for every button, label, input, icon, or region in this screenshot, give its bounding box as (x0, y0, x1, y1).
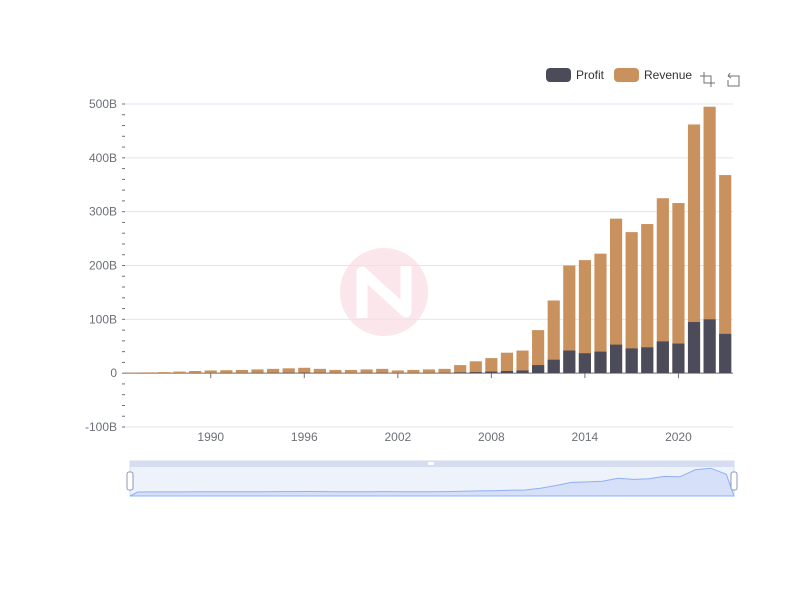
revenue-bar (547, 300, 560, 374)
profit-bar (703, 319, 716, 374)
profit-bar (500, 371, 514, 374)
profit-bar (469, 372, 482, 374)
toolbox (700, 72, 740, 87)
revenue-bar (313, 368, 326, 374)
y-tick-label: 500B (89, 97, 117, 111)
legend-label-revenue: Revenue (644, 68, 693, 82)
revenue-bar (251, 369, 264, 374)
profit-bar (641, 347, 654, 374)
revenue-bar (516, 350, 529, 374)
profit-bar (719, 333, 732, 374)
revenue-bar (282, 368, 295, 374)
revenue-bar (329, 369, 342, 374)
y-tick-label: 0 (110, 366, 117, 380)
x-tick-label: 2008 (478, 430, 505, 444)
slider-handle-right (730, 471, 738, 491)
x-tick-label: 2014 (572, 430, 599, 444)
revenue-bar (578, 260, 591, 374)
revenue-bar (189, 371, 202, 374)
revenue-bar (532, 330, 545, 374)
slider-move-handle (428, 462, 434, 465)
revenue-bar (719, 175, 732, 374)
profit-bar (454, 372, 467, 374)
x-axis: 1990 1996 2002 2008 2014 2020 (125, 372, 733, 444)
revenue-bar (391, 370, 404, 374)
legend: Profit Revenue (546, 68, 692, 82)
revenue-bar (687, 124, 701, 374)
y-tick-label: 100B (89, 312, 117, 326)
watermark-logo (340, 248, 428, 336)
legend-item-profit[interactable]: Profit (546, 68, 604, 82)
y-tick-label: 200B (89, 259, 117, 273)
y-tick-label: -100B (85, 420, 117, 434)
revenue-bar (594, 253, 607, 374)
profit-bar (547, 359, 560, 374)
x-tick-label: 2020 (665, 430, 692, 444)
profit-bar (672, 343, 685, 374)
revenue-bar (267, 368, 280, 374)
y-tick-label: 400B (89, 151, 117, 165)
revenue-bar (173, 371, 186, 374)
profit-bar (298, 372, 311, 374)
profit-bar (563, 350, 576, 374)
revenue-bar (563, 265, 576, 374)
revenue-bar (157, 372, 171, 374)
revenue-bar (126, 372, 139, 374)
data-zoom-slider[interactable] (126, 460, 738, 497)
profit-bar (656, 341, 669, 374)
revenue-bar (703, 106, 716, 374)
revenue-bar (220, 370, 233, 374)
profit-bar (578, 353, 591, 374)
legend-item-revenue[interactable]: Revenue (614, 68, 692, 82)
revenue-bar (438, 368, 451, 374)
revenue-bar (625, 232, 638, 374)
revenue-bar (360, 369, 373, 374)
revenue-bar (422, 369, 436, 374)
revenue-swatch (614, 68, 640, 82)
revenue-bar (235, 369, 249, 374)
revenue-bar (609, 218, 623, 374)
profit-bar (485, 371, 498, 374)
y-tick-label: 300B (89, 205, 117, 219)
profit-swatch (546, 68, 571, 82)
slider-handle-left (126, 471, 134, 491)
revenue-bar (500, 352, 514, 374)
revenue-bar (641, 224, 654, 374)
y-axis: -100B 0 100B 200B 300B 400B 500B (85, 97, 125, 434)
profit-bar (516, 370, 529, 374)
revenue-bar (656, 198, 669, 374)
revenue-bar (469, 361, 482, 374)
profit-bar (609, 344, 623, 374)
revenue-bar (407, 369, 420, 374)
x-tick-label: 1996 (291, 430, 318, 444)
x-tick-label: 2002 (384, 430, 411, 444)
revenue-bar (204, 370, 217, 374)
zoom-icon[interactable] (700, 72, 715, 87)
profit-bar (594, 351, 607, 374)
revenue-bar (344, 369, 358, 374)
legend-label-profit: Profit (576, 68, 605, 82)
slider-preview-area (129, 467, 735, 497)
revenue-bar (142, 372, 155, 374)
revenue-bar (485, 358, 498, 374)
zoom-reset-icon[interactable] (725, 72, 740, 87)
revenue-bar (298, 367, 311, 374)
profit-bar (532, 365, 545, 374)
profit-bar (625, 348, 638, 374)
bars[interactable] (126, 106, 732, 374)
x-tick-label: 1990 (197, 430, 224, 444)
revenue-bar (454, 365, 467, 374)
revenue-bar (376, 368, 389, 374)
revenue-bar (672, 203, 685, 374)
profit-bar (687, 322, 701, 374)
